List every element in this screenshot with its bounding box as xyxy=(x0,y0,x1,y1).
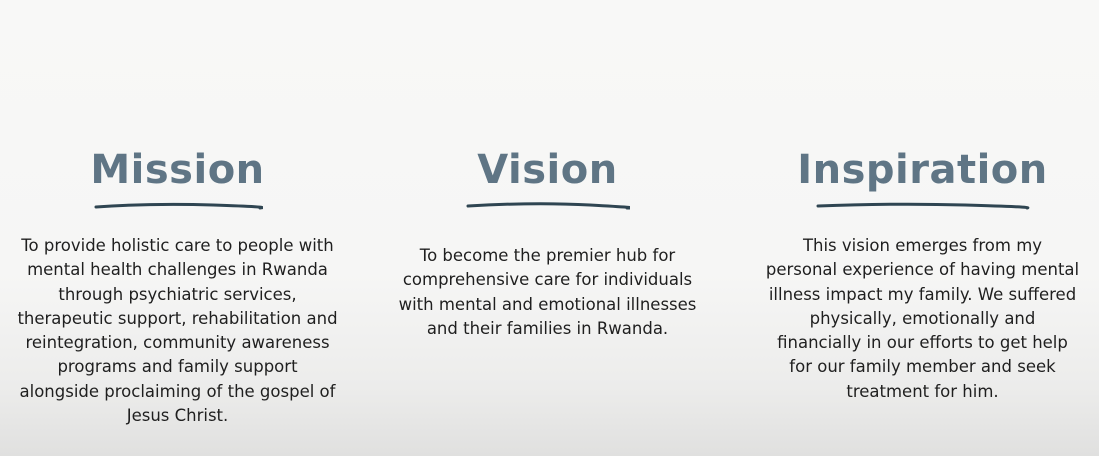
mission-line: mental health challenges in Rwanda xyxy=(27,260,328,280)
inspiration-text: This vision emerges from my personal exp… xyxy=(745,234,1099,404)
inspiration-line: financially in our efforts to get help xyxy=(777,333,1068,353)
mission-line: alongside proclaiming of the gospel of xyxy=(19,381,336,401)
mission-line: therapeutic support, rehabilitation and xyxy=(17,308,338,328)
inspiration-line: illness impact my family. We suffered xyxy=(768,284,1077,304)
inspiration-underline xyxy=(816,202,1030,210)
mission-heading: Mission xyxy=(90,147,265,193)
vision-heading: Vision xyxy=(477,147,618,193)
mission-line: Jesus Christ. xyxy=(126,406,229,426)
vision-line: comprehensive care for individuals xyxy=(402,270,693,290)
inspiration-line: This vision emerges from my xyxy=(802,236,1043,255)
vision-text: To become the premier hub for comprehens… xyxy=(385,244,710,341)
mission-section: Mission To provide holistic care to peop… xyxy=(10,140,345,428)
vision-line: To become the premier hub for xyxy=(419,246,676,265)
mission-line: To provide holistic care to people with xyxy=(21,236,334,255)
vision-line: and their families in Rwanda. xyxy=(426,318,669,338)
vision-underline xyxy=(466,202,630,210)
vision-section: Vision To become the premier hub for com… xyxy=(385,140,710,341)
mission-line: through psychiatric services, xyxy=(58,284,297,304)
inspiration-line: treatment for him. xyxy=(846,381,999,401)
inspiration-section: Inspiration This vision emerges from my … xyxy=(745,140,1099,404)
mission-underline xyxy=(94,202,263,210)
vision-line: with mental and emotional illnesses xyxy=(398,294,697,314)
inspiration-line: physically, emotionally and xyxy=(809,308,1036,328)
inspiration-line: personal experience of having mental xyxy=(765,260,1080,280)
inspiration-heading: Inspiration xyxy=(797,147,1048,193)
inspiration-line: for our family member and seek xyxy=(789,357,1056,377)
mission-line: reintegration, community awareness xyxy=(25,333,330,353)
mission-text: To provide holistic care to people with … xyxy=(10,234,345,428)
mission-line: programs and family support xyxy=(57,357,298,377)
